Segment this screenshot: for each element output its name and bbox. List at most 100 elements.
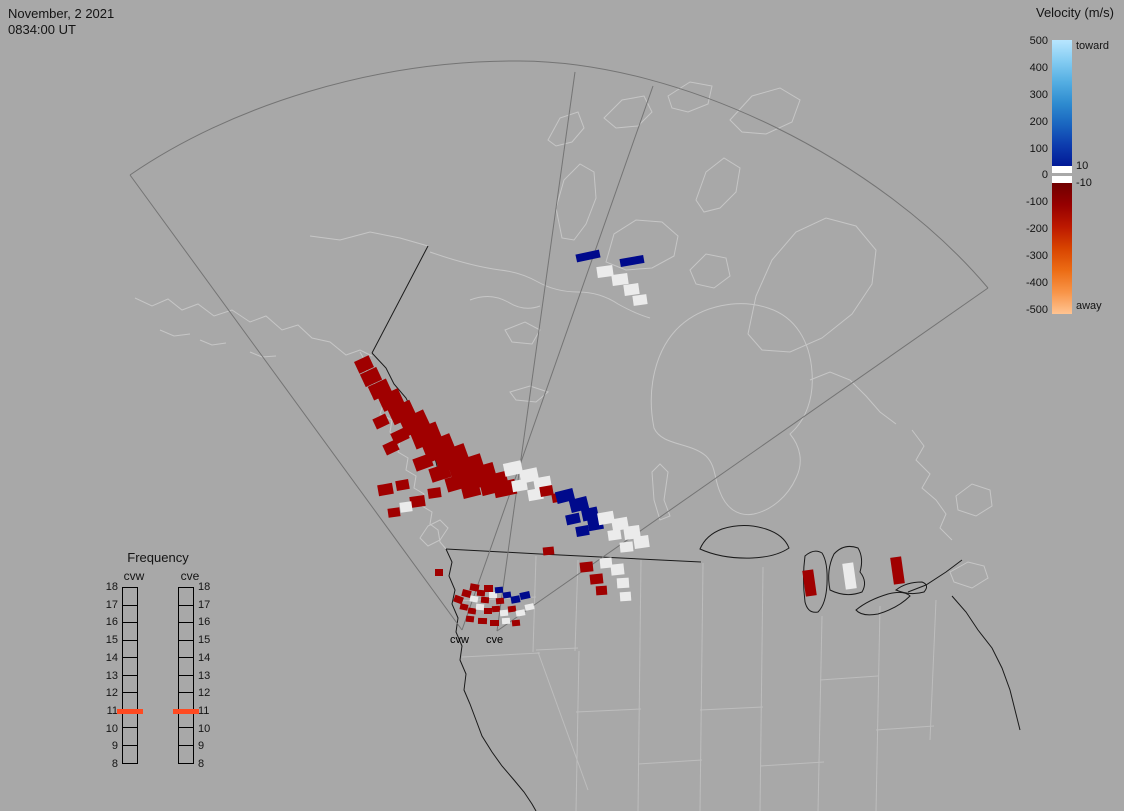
radar-site-label-cvw: cvw [450,634,469,646]
frequency-tick-label: 8 [198,758,205,770]
frequency-bar-segment [123,606,137,623]
velocity-cell [589,573,604,585]
velocity-cell [421,433,457,463]
velocity-cells-layer [354,249,905,627]
velocity-cell [524,603,535,611]
fov-edge-west [129,174,463,631]
frequency-bar-segment [179,676,193,693]
velocity-cell [475,603,485,611]
frequency-bar-segment [179,746,193,764]
frequency-tick-label: 12 [198,687,211,700]
frequency-bar-segment [179,711,193,728]
velocity-cell [580,506,600,522]
velocity-cell [359,366,383,388]
velocity-cell [469,583,480,592]
frequency-bar-segment [123,728,137,746]
plus-ten-label: 10 [1076,160,1089,172]
velocity-cell [802,569,817,597]
velocity-cell [610,563,625,576]
frequency-bar-segment [123,746,137,764]
frequency-tick-label: 14 [105,651,118,664]
frequency-marker-cvw [117,709,143,714]
velocity-cell [387,507,401,518]
frequency-bar-segment [123,693,137,711]
frequency-bar-segment [179,728,193,746]
velocity-cell [492,478,518,499]
frequency-tick-label: 16 [198,616,211,629]
velocity-tick-label: -500 [1025,303,1048,316]
velocity-cell [395,478,410,492]
velocity-cell [599,557,613,569]
frequency-tick-label: 8 [111,758,118,770]
velocity-cell [428,463,452,483]
velocity-cell [469,595,479,603]
velocity-tick-label: 100 [1029,142,1048,155]
velocity-cell [554,488,576,504]
velocity-cell [495,597,505,605]
frequency-tick-label: 15 [198,634,211,647]
velocity-cell [484,608,492,614]
velocity-cell [491,605,501,613]
velocity-cell [453,594,464,605]
frequency-bar-segment [123,623,137,641]
velocity-cell [607,529,622,541]
velocity-tick-label: 400 [1029,61,1048,74]
velocity-colorbar-away [1052,183,1072,314]
frequency-column-label-cvw: cvw [123,569,145,583]
away-label: away [1076,300,1102,312]
velocity-cell [597,510,615,526]
toward-label: toward [1076,40,1110,52]
velocity-cell [399,501,413,513]
frequency-tick-label: 9 [111,740,118,753]
frequency-column-label-cve: cve [180,569,200,583]
frequency-tick-label: 13 [198,669,211,682]
velocity-cell [632,294,648,306]
velocity-tick-label: -300 [1025,250,1048,263]
velocity-cell [842,562,857,590]
frequency-bar-segment [179,623,193,641]
velocity-cell [377,482,394,497]
frequency-tick-label: 10 [105,722,118,735]
velocity-tick-label: 500 [1029,35,1048,47]
frequency-bar-cvw [122,587,138,764]
frequency-bar-cve [178,587,194,764]
velocity-cell [575,524,590,538]
fov-edge-east [496,287,989,632]
velocity-cell [619,254,645,268]
velocity-cell [511,619,521,627]
velocity-cell [461,588,472,599]
frequency-legend-title: Frequency [127,550,189,565]
velocity-cell [412,453,434,472]
velocity-cell [480,596,490,604]
minus-ten-label: -10 [1076,177,1092,189]
velocity-tick-label: 0 [1041,169,1048,182]
velocity-tick-label: -400 [1025,277,1048,290]
velocity-cell [596,264,614,279]
fov-edge-cvw-right [461,85,654,631]
velocity-colorbar [1052,40,1072,314]
fov-arc [129,60,989,289]
velocity-cell [539,484,554,498]
velocity-cell [515,609,526,617]
velocity-cell [476,589,486,597]
time-label: 0834:00 UT [8,22,76,37]
frequency-tick-label: 14 [198,651,211,664]
velocity-cell [409,495,426,508]
zero-band-gap [1052,173,1072,176]
country-borders [371,245,1021,811]
frequency-tick-label: 17 [198,598,211,611]
timestamp: November, 2 2021 0834:00 UT [8,6,114,38]
velocity-colorbar-toward [1052,40,1072,166]
frequency-bar-segment [123,588,137,606]
zero-band-lower [1052,176,1072,183]
velocity-cell [499,609,509,617]
velocity-cell [510,595,521,604]
velocity-tick-label: -200 [1025,223,1048,236]
velocity-cell [623,524,641,541]
frequency-tick-label: 17 [105,598,118,611]
velocity-cell [595,585,608,596]
velocity-cell [527,487,544,502]
date-label: November, 2 2021 [8,6,115,21]
